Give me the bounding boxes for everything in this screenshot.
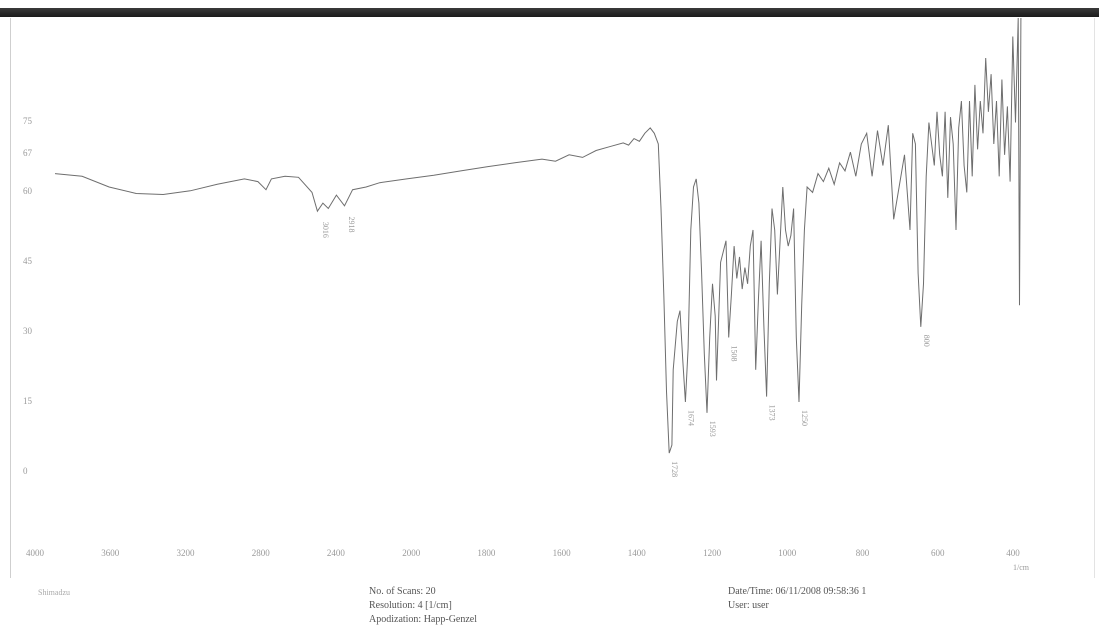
footer-datetime: Date/Time: 06/11/2008 09:58:36 1 [728, 586, 867, 597]
footer-left-label: Shimadzu [38, 588, 70, 597]
peak-labels: 3016 2918 1728 1674 1593 1508 1373 1250 800 [321, 217, 931, 478]
x-tick-label: 400 [1006, 548, 1020, 558]
x-tick-label: 1800 [477, 548, 496, 558]
footer-resolution: Resolution: 4 [1/cm] [369, 600, 452, 611]
x-tick-label: 3600 [101, 548, 120, 558]
peak-label: 1373 [768, 405, 777, 421]
x-axis-ticks: 4000 3600 3200 2800 2400 2000 1800 1600 1400 1200… [26, 548, 1020, 558]
y-tick-label: 0 [23, 466, 28, 476]
footer-apodization: Apodization: Happ-Genzel [369, 614, 478, 625]
x-tick-label: 600 [931, 548, 945, 558]
peak-label: 1250 [800, 410, 809, 426]
peak-label: 1508 [730, 346, 739, 362]
x-tick-label: 1000 [778, 548, 797, 558]
ir-spectrum-chart: 75 67 60 45 30 15 0 4000 3600 3200 2800 2400 2000 18… [23, 18, 1030, 572]
x-tick-label: 2000 [402, 548, 421, 558]
peak-label: 1674 [686, 410, 695, 426]
window-top-bar [0, 8, 1099, 17]
x-tick-label: 2400 [327, 548, 346, 558]
footer-scans: No. of Scans: 20 [369, 586, 436, 597]
peak-label: 3016 [321, 222, 330, 238]
y-tick-label: 15 [23, 396, 33, 406]
spectrum-frame: 75 67 60 45 30 15 0 4000 3600 3200 2800 2400 2000 18… [10, 18, 1095, 578]
peak-label: 1593 [708, 421, 717, 437]
y-tick-label: 67 [23, 148, 33, 158]
spectrum-trace [54, 18, 1022, 454]
x-tick-label: 1200 [703, 548, 722, 558]
x-tick-label: 2800 [252, 548, 271, 558]
x-tick-label: 1600 [553, 548, 572, 558]
peak-label: 800 [922, 335, 931, 347]
x-tick-label: 1400 [628, 548, 647, 558]
x-tick-label: 3200 [177, 548, 196, 558]
y-tick-label: 30 [23, 326, 33, 336]
y-axis-ticks: 75 67 60 45 30 15 0 [23, 116, 33, 476]
peak-label: 1728 [670, 461, 679, 477]
y-tick-label: 60 [23, 186, 33, 196]
y-tick-label: 45 [23, 256, 33, 266]
footer-user: User: user [728, 600, 769, 611]
x-tick-label: 800 [856, 548, 870, 558]
x-tick-label: 4000 [26, 548, 45, 558]
x-axis-unit: 1/cm [1013, 563, 1030, 572]
y-tick-label: 75 [23, 116, 33, 126]
peak-label: 2918 [347, 217, 356, 233]
